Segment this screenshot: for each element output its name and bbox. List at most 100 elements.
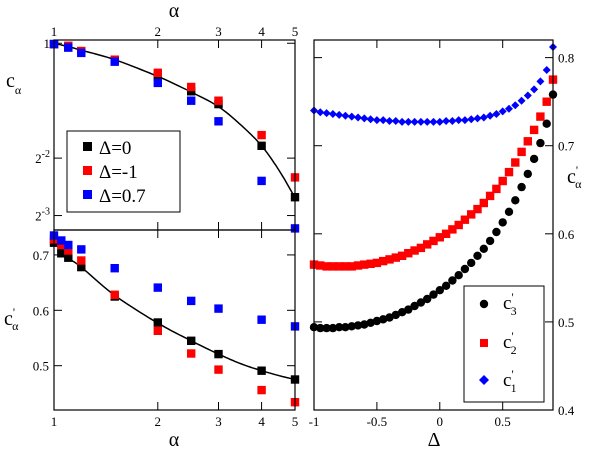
right-series1-point-35 [529,125,539,135]
right-yticklabel-0.8: 0.8 [558,51,574,66]
right-series0-point-11 [379,315,388,324]
bottom-left-series0-point-6 [187,336,196,345]
bottom-left-series2-point-4 [110,264,119,273]
legend-label-c1: c' 1 [503,367,517,395]
right-series0-point-5 [341,323,350,332]
right-series1-point-25 [467,210,476,219]
bottom-left-yticklabel-0.7: 0.7 [33,248,50,263]
legend-label-delta-minus-1: Δ=-1 [99,162,138,183]
right-series2-point-26 [473,114,482,123]
right-series2-point-29 [492,110,501,118]
bottom-left-xticklabels: 1 2 3 4 5 [51,414,299,429]
right-series2-point-16 [410,117,419,126]
right-series0-point-19 [429,290,438,299]
top-left-series2-point-4 [153,78,162,88]
bottom-left-series2-point-2 [64,240,73,250]
right-legend: c' 3 c' 2 c' 1 [463,285,545,403]
right-series1-point-15 [404,249,413,258]
right-series2-point-6 [347,112,356,121]
right-series0-point-21 [441,281,451,290]
right-series0-point-33 [517,182,526,192]
bottom-left-series2-point-8 [257,315,266,324]
legend-c3-sup: ' [511,290,513,304]
right-series0-point-34 [523,169,532,179]
right-series1-point-24 [460,215,470,224]
right-series2-point-5 [341,111,350,120]
bottom-left-series2-point-6 [187,296,196,306]
top-left-series2-point-5 [187,96,196,105]
legend-marker-c2 [480,339,488,347]
legend-c2-sup: ' [511,329,513,343]
bottom-left-series1-point-3 [77,256,86,265]
right-series1-point-9 [366,259,375,268]
bottom-left-series0-point-8 [257,366,266,375]
right-series0-point-12 [385,313,394,322]
right-series2-point-32 [511,101,520,110]
right-xticklabel--1: -1 [309,414,320,429]
right-series2-point-13 [391,117,400,126]
right-series1-point-19 [429,236,438,246]
right-series1-point-22 [448,225,457,234]
right-ylabel: c' α [567,163,582,191]
legend-marker-c3 [479,299,489,309]
right-series0-point-22 [448,276,457,285]
bottom-left-ylabel-sub: α [12,319,19,333]
right-series2-point-20 [435,117,444,126]
legend-c1-sub: 1 [511,381,517,395]
right-series2-point-7 [354,113,363,122]
bottom-left-xticklabel-3: 3 [215,414,222,429]
right-series1-point-33 [517,147,526,157]
right-series2-point-35 [530,85,539,94]
right-series0-point-9 [366,318,375,327]
right-series2-point-1 [316,108,325,117]
bottom-left-yticklabel-0.6: 0.6 [33,303,50,318]
right-series1-point-10 [372,258,382,268]
top-left-top-xticklabel-3: 3 [215,24,222,39]
right-series1-point-21 [441,229,451,238]
bottom-left-xticklabel-4: 4 [258,414,265,429]
legend-label-delta-0.7: Δ=0.7 [99,186,146,207]
right-series1-point-17 [416,243,426,253]
legend-c3-sub: 3 [511,304,517,318]
right-series0-point-10 [372,316,382,326]
top-left-series2-point-2 [77,48,86,58]
right-series1-point-4 [335,262,344,271]
bottom-left-ylabel: c' α [4,305,19,333]
bottom-left-series1-point-8 [257,385,266,395]
right-series1-point-7 [353,261,363,270]
top-left-legend: Δ=0 Δ=-1 Δ=0.7 [66,130,181,213]
right-series2-point-14 [398,117,407,126]
right-series1-point-34 [523,137,532,146]
top-left-top-xlabel: α [169,0,180,22]
right-series1-point-29 [492,184,501,194]
top-left-ylabel-sub: α [15,83,22,97]
right-series2-point-30 [498,107,507,116]
right-series0-point-30 [498,218,507,227]
legend-marker-delta-minus-1 [83,166,92,175]
right-series0-point-28 [485,236,495,246]
right-series2-point-23 [454,116,463,125]
right-series0-point-35 [529,154,539,164]
bottom-left-series2-point-1 [57,236,66,245]
right-series2-point-9 [366,115,375,124]
right-series2-point-8 [360,114,369,123]
legend-c3-main: c [503,293,511,314]
right-series0-point-27 [479,244,488,253]
legend-label-delta-0: Δ=0 [99,138,131,159]
bottom-left-series0-point-5 [153,318,162,327]
right-yticklabels: 0.4 0.5 0.6 0.7 0.8 [558,51,575,418]
right-series0-point-29 [492,227,501,237]
right-series0-point-20 [435,286,444,295]
top-left-series2-point-7 [257,176,266,186]
right-series0-point-8 [360,320,369,329]
legend-label-c2: c' 2 [503,329,517,357]
right-series0-point-37 [542,119,551,128]
top-left-series1-point-4 [153,68,162,77]
bottom-left-series0-point-7 [214,349,223,359]
right-xticklabel-0.5: 0.5 [495,414,511,429]
bottom-left-xlabel: α [169,429,180,451]
top-left-top-xticklabel-2: 2 [155,24,162,39]
top-left-top-xticklabel-5: 5 [292,24,299,39]
